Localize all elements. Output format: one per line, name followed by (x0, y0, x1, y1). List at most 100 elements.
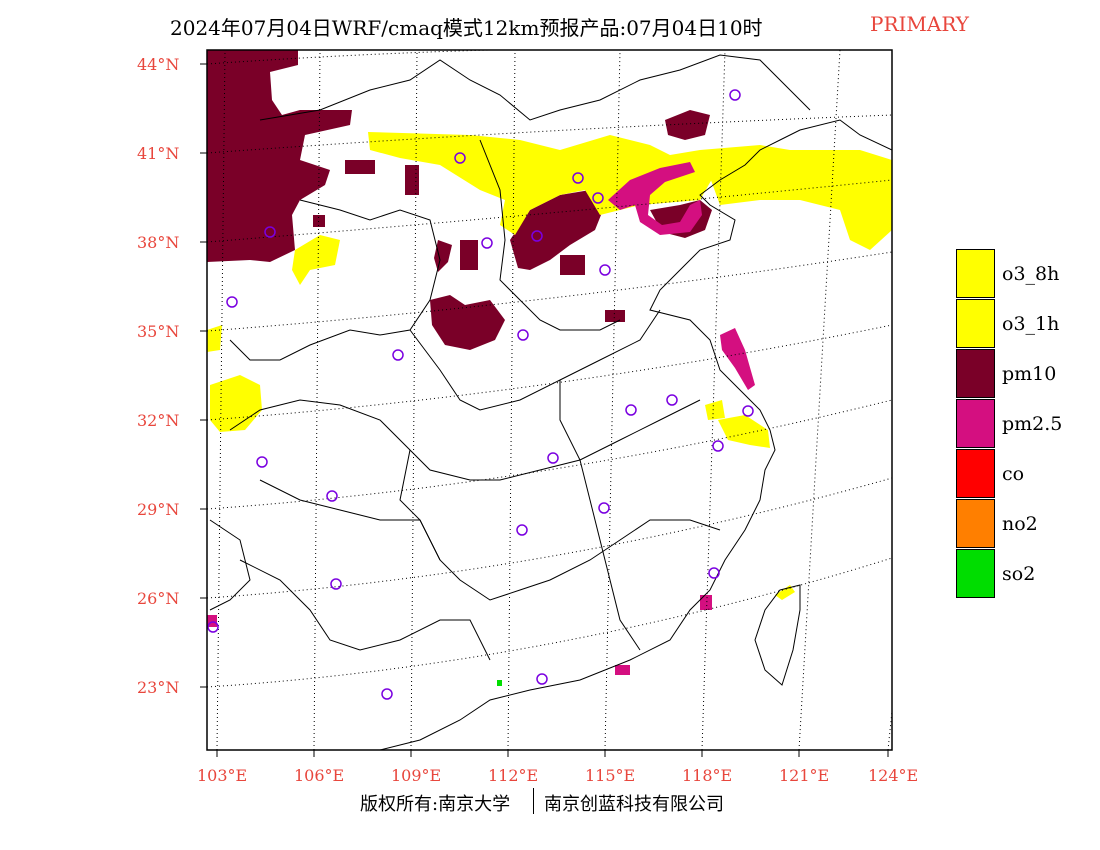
lat-label-44: 44°N (137, 55, 180, 74)
pm25-jiangsu (720, 328, 755, 390)
legend-swatch (956, 349, 995, 398)
station-marker (392, 349, 404, 361)
legend-item-pm10: pm10 (956, 349, 1086, 399)
lon-label-109: 109°E (391, 766, 442, 785)
parallel-35 (207, 251, 892, 332)
station-marker (226, 296, 238, 308)
o3-northeast-band (700, 145, 892, 250)
station-marker (599, 264, 611, 276)
pm25-bohai-ring (608, 162, 702, 235)
lon-label-106: 106°E (294, 766, 345, 785)
lat-label-26: 26°N (137, 589, 180, 608)
province-lines-8 (399, 449, 441, 561)
station-marker (572, 172, 584, 184)
o3-jiangsu-coast (718, 415, 770, 448)
pm10-shanxi-south (430, 295, 505, 350)
lat-label-32: 32°N (137, 411, 180, 430)
station-marker (326, 490, 338, 502)
parallel-32 (207, 324, 892, 421)
meridian-115 (604, 50, 621, 750)
legend-item-o3-8h: o3_8h (956, 249, 1086, 299)
province-lines-7 (559, 380, 641, 651)
station-marker (547, 452, 559, 464)
legend-swatch (956, 249, 995, 298)
taiwan-island (754, 584, 801, 686)
map-title: 2024年07月04日WRF/cmaq模式12km预报产品:07月04日10时 (170, 16, 763, 40)
copyright-company: 南京创蓝科技有限公司 (544, 794, 724, 815)
legend-label: pm10 (1002, 363, 1057, 385)
province-lines-2 (409, 309, 661, 411)
legend-label: no2 (1002, 513, 1038, 535)
parallel-41 (207, 114, 892, 154)
station-marker (625, 404, 637, 416)
o3-taiwan-north (775, 585, 795, 600)
pm25-regions (207, 162, 755, 675)
lat-label-41: 41°N (137, 144, 180, 163)
legend-item-o3-1h: o3_1h (956, 299, 1086, 349)
meridian-124 (887, 706, 892, 750)
graticule (207, 50, 892, 750)
parallel-26 (207, 477, 892, 599)
o3-sichuan-west (210, 375, 262, 432)
station-marker (729, 89, 741, 101)
station-marker (666, 394, 678, 406)
station-marker (536, 673, 548, 685)
o3-ningxia (292, 235, 340, 285)
lon-label-103: 103°E (197, 766, 248, 785)
lat-label-23: 23°N (137, 678, 180, 697)
station-marker (531, 230, 543, 242)
legend-label: o3_1h (1002, 313, 1060, 335)
province-lines-6 (479, 139, 621, 331)
lon-label-118: 118°E (682, 766, 733, 785)
meridian-112 (507, 50, 516, 750)
pm10-hebei-shanxi (510, 190, 605, 270)
legend-label: co (1002, 463, 1025, 485)
primary-tag: PRIMARY (870, 12, 969, 36)
meridian-121 (798, 50, 841, 750)
station-marker (207, 621, 219, 633)
lon-ticks (216, 750, 889, 757)
lat-label-38: 38°N (137, 233, 180, 252)
meridian-103 (216, 50, 226, 750)
station-marker (517, 329, 529, 341)
parallel-23 (207, 557, 892, 688)
legend-swatch (956, 499, 995, 548)
station-marker (516, 524, 528, 536)
legend-item-co: co (956, 449, 1086, 499)
station-marker (330, 578, 342, 590)
station-marker (381, 688, 393, 700)
copyright-line: 版权所有:南京大学 南京创蓝科技有限公司 (0, 788, 1100, 815)
station-marker (264, 226, 276, 238)
lat-ticks (200, 63, 207, 688)
legend-label: o3_8h (1002, 263, 1060, 285)
legend-swatch (956, 299, 995, 348)
province-lines-1 (229, 199, 441, 361)
coastline (379, 119, 892, 750)
legend-label: pm2.5 (1002, 413, 1063, 435)
province-lines-9 (209, 519, 251, 611)
station-marker (481, 237, 493, 249)
lon-label-115: 115°E (585, 766, 636, 785)
o3-regions (207, 132, 892, 600)
copyright-separator (533, 788, 534, 814)
station-marker (454, 152, 466, 164)
province-lines-5 (239, 559, 491, 661)
legend-item-pm25: pm2.5 (956, 399, 1086, 449)
boundaries (209, 54, 892, 750)
station-marker (256, 456, 268, 468)
pm10-northwest-plume (207, 50, 352, 262)
border-north (259, 54, 811, 121)
pollutant-legend: o3_8h o3_1h pm10 pm2.5 co no2 so2 (956, 249, 1086, 599)
station-marker (598, 502, 610, 514)
station-marker (592, 192, 604, 204)
o3-qinghai (207, 325, 222, 352)
station-marker (708, 567, 720, 579)
lon-label-112: 112°E (488, 766, 539, 785)
legend-item-no2: no2 (956, 499, 1086, 549)
lat-label-35: 35°N (137, 322, 180, 341)
lon-label-121: 121°E (779, 766, 830, 785)
station-markers (207, 89, 754, 700)
station-marker (742, 405, 754, 417)
province-lines-3 (229, 399, 701, 481)
